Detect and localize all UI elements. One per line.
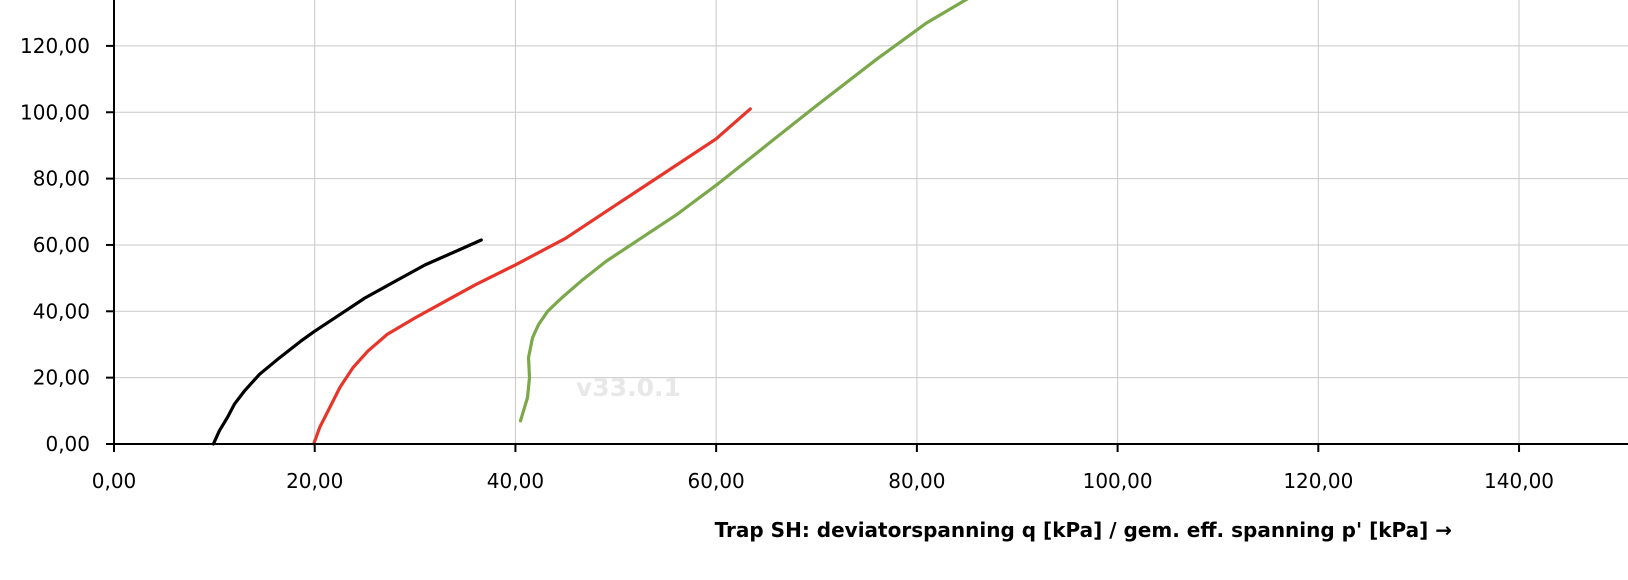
x-tick-label: 40,00 — [487, 469, 544, 493]
x-tick-label: 80,00 — [888, 469, 945, 493]
y-tick-label: 0,00 — [45, 432, 90, 456]
x-tick-labels: 0,00 20,00 40,00 60,00 80,00 100,00 120,00 140,… — [92, 469, 1554, 493]
series-group — [211, 0, 969, 446]
x-tick-label: 20,00 — [286, 469, 343, 493]
watermark-label: v33.0.1 — [576, 373, 681, 402]
x-tick-label: 140,00 — [1484, 469, 1554, 493]
grid — [114, 0, 1628, 444]
x-axis-label: Trap SH: deviatorspanning q [kPa] / gem.… — [715, 518, 1452, 542]
x-tick-label: 0,00 — [92, 469, 137, 493]
y-tick-label: 20,00 — [33, 366, 90, 390]
y-tick-label: 60,00 — [33, 233, 90, 257]
y-tick-label: 120,00 — [20, 34, 90, 58]
x-tick-label: 120,00 — [1283, 469, 1353, 493]
y-tick-labels: 0,00 20,00 40,00 60,00 80,00 100,00 120,00 — [20, 34, 90, 456]
x-tick-label: 100,00 — [1083, 469, 1153, 493]
x-tick-label: 60,00 — [688, 469, 745, 493]
series-line-3 — [518, 0, 969, 423]
axes — [106, 0, 1628, 452]
y-tick-label: 40,00 — [33, 299, 90, 323]
series-line-2 — [312, 107, 752, 446]
y-tick-label: 100,00 — [20, 100, 90, 124]
y-tick-label: 80,00 — [33, 167, 90, 191]
series-line-1 — [211, 238, 483, 446]
